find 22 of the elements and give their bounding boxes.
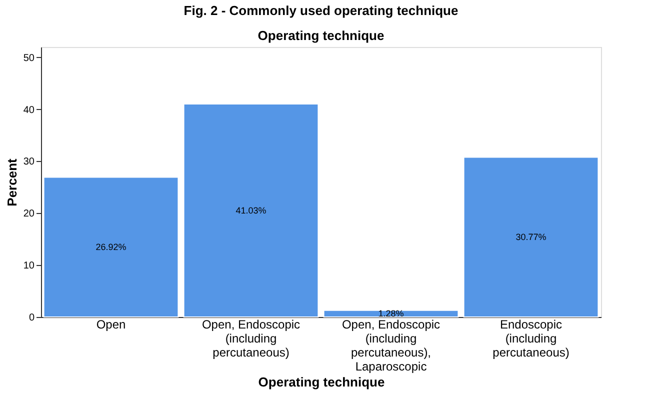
x-tick-label: Open, Endoscopic (including percutaneous), Laparoscopic	[342, 318, 440, 374]
y-axis-title: Percent	[4, 158, 20, 206]
chart-subtitle: Operating technique	[258, 28, 384, 43]
x-axis-title: Operating technique	[258, 374, 385, 390]
y-tick-label: 30	[23, 156, 35, 168]
data-label: 1.28%	[378, 308, 404, 319]
bar	[463, 156, 599, 318]
x-tick-label: Open	[96, 318, 126, 332]
y-tick-label: 40	[23, 104, 35, 116]
bar	[43, 176, 179, 318]
bar	[183, 103, 319, 318]
x-tick-label: Open, Endoscopic (including percutaneous)	[202, 318, 300, 360]
y-tick-label: 20	[23, 208, 35, 220]
y-tick-label: 10	[23, 260, 35, 272]
y-tick-label: 50	[23, 52, 35, 64]
bar	[323, 310, 459, 318]
data-label: 41.03%	[236, 205, 266, 216]
chart-title: Fig. 2 - Commonly used operating technique	[184, 3, 458, 18]
data-label: 26.92%	[96, 242, 126, 252]
x-tick-label: Endoscopic (including percutaneous)	[492, 318, 570, 360]
y-tick-label: 0	[28, 312, 35, 324]
data-label: 30.77%	[516, 232, 546, 242]
